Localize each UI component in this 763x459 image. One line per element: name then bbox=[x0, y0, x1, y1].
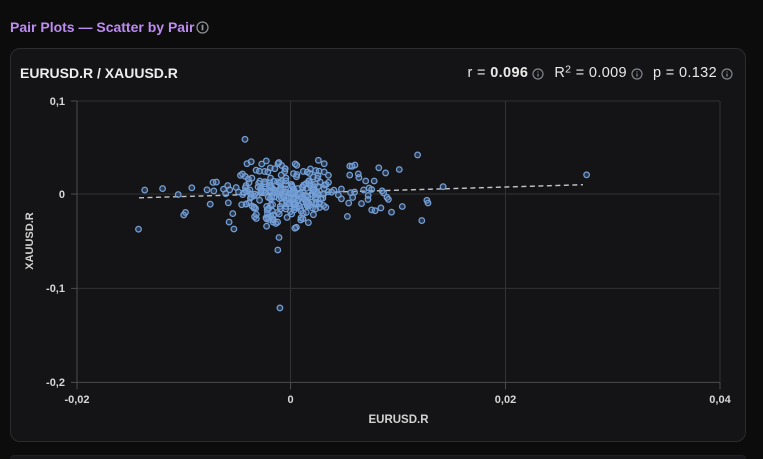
svg-text:0,1: 0,1 bbox=[50, 96, 65, 108]
svg-text:0,02: 0,02 bbox=[495, 394, 516, 406]
svg-text:-0,02: -0,02 bbox=[64, 394, 89, 406]
svg-text:EURUSD.R: EURUSD.R bbox=[368, 414, 429, 426]
svg-text:-0,2: -0,2 bbox=[46, 377, 65, 389]
svg-text:0: 0 bbox=[287, 394, 293, 406]
svg-text:0: 0 bbox=[59, 189, 65, 201]
svg-text:XAUUSD.R: XAUUSD.R bbox=[24, 212, 36, 270]
svg-text:-0,1: -0,1 bbox=[46, 283, 65, 295]
svg-text:0,04: 0,04 bbox=[709, 394, 731, 406]
